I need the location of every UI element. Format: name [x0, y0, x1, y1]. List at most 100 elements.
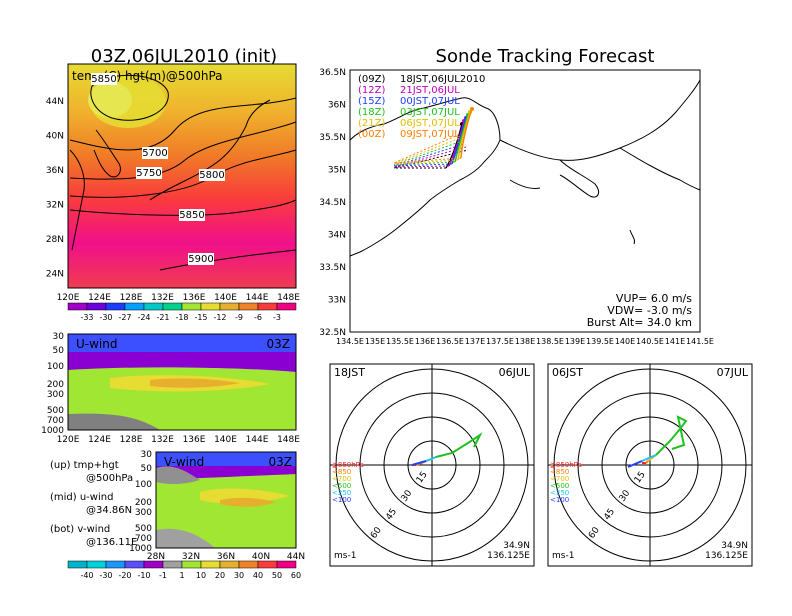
- colorbar-label: -24: [137, 313, 150, 322]
- colorbar-swatch: [200, 560, 221, 569]
- lon-tick-label: 124E: [88, 435, 111, 445]
- lon-tick-label: 135.5E: [386, 337, 414, 346]
- hodo-segment: [425, 456, 437, 462]
- launch-time: 03JST,07JUL: [400, 107, 460, 118]
- colorbar-swatch: [143, 560, 164, 569]
- colorbar-label: -3: [273, 313, 281, 322]
- track-lat-ticks: 36.5N 36N 35.5N 35N 34.5N 34N 33.5N 33N 32.5N: [319, 68, 346, 338]
- wind-colorbar: -40 -30 -20 -10 -1 1 10 20 30 40 50 60: [67, 560, 301, 580]
- temp-contour-labels: 5850 5700 5750 5800 5850 5900: [91, 73, 225, 265]
- contour-5900: [159, 249, 297, 271]
- colorbar-swatch: [276, 560, 297, 569]
- lat-tick-label: 32.5N: [319, 328, 346, 338]
- lon-tick-label: 137E: [465, 337, 485, 346]
- colorbar-swatch: [219, 560, 240, 569]
- colorbar-label: -1: [159, 571, 167, 580]
- colorbar-label: -30: [99, 313, 112, 322]
- lon-tick-label: 148E: [277, 293, 300, 303]
- lat-tick-label: 35.5N: [319, 133, 346, 143]
- contour-label: 5900: [188, 254, 213, 265]
- uwind-frame: [67, 333, 297, 431]
- colorbar-swatch: [124, 302, 145, 311]
- lat-tick-label: 32N: [46, 201, 64, 211]
- track-ascent-line: [448, 120, 465, 167]
- pressure-tick-label: 50: [53, 346, 65, 356]
- track-map-frame: [349, 69, 701, 333]
- temp-lon-ticks: 120E 124E 128E 132E 136E 140E 144E 148E: [57, 293, 301, 303]
- track-legend: (09Z) 18JST,06JUL2010 (12Z) 21JST,06JUL (15Z…: [358, 74, 485, 140]
- hodo-lat: 34.9N: [721, 541, 748, 551]
- hodo-level-label: <700: [550, 475, 569, 483]
- contour-label: 5850: [91, 74, 116, 85]
- lon-tick-label: 120E: [57, 293, 80, 303]
- pressure-tick-label: 50: [141, 464, 153, 474]
- lon-tick-label: 148E: [277, 435, 300, 445]
- launch-time: 09JST,07JUL: [400, 129, 460, 140]
- colorbar-label: 60: [291, 571, 301, 580]
- lon-tick-label: 136E: [415, 337, 435, 346]
- track-descent-line: [393, 149, 469, 169]
- hodo-level-label: <250: [332, 489, 351, 497]
- colorbar-label: -30: [99, 571, 112, 580]
- vup-text: VUP= 6.0 m/s: [616, 292, 692, 305]
- uwind-time: 03Z: [267, 337, 291, 351]
- vwind-orange: [220, 497, 276, 507]
- hodo-level-label: <700: [332, 475, 351, 483]
- track-ascent-line: [460, 108, 473, 159]
- colorbar-swatch: [257, 560, 278, 569]
- contour-label: 5750: [136, 168, 161, 179]
- colorbar-swatch: [105, 302, 126, 311]
- lat-tick-label: 28N: [46, 235, 64, 245]
- pressure-tick-label: 30: [141, 450, 153, 460]
- legend-note-line2: @34.86N: [86, 505, 132, 516]
- colorbar-label: -9: [235, 313, 243, 322]
- izu-coast: [559, 159, 600, 198]
- colorbar-label: -21: [156, 313, 169, 322]
- colorbar-swatch: [67, 302, 88, 311]
- pressure-tick-label: 200: [135, 498, 152, 508]
- pressure-tick-label: 100: [135, 480, 152, 490]
- launch-time: 06JST,07JUL: [400, 118, 460, 129]
- hodo-level-label: <500: [550, 482, 569, 490]
- contour-5700: [69, 97, 297, 151]
- hodo-segment: [435, 432, 483, 458]
- colorbar-label: 40: [253, 571, 263, 580]
- lon-tick-label: 136E: [183, 435, 206, 445]
- colorbar-swatch: [86, 302, 107, 311]
- hodo-segment: [641, 454, 657, 462]
- left-title: 03Z,06JUL2010 (init): [91, 46, 277, 67]
- track-map-panel: 36.5N 36N 35.5N 35N 34.5N 34N 33.5N 33N 32.5N 13…: [319, 68, 714, 346]
- launch-time: 00JST,07JUL: [400, 96, 460, 107]
- vwind-label: V-wind: [164, 455, 204, 469]
- colorbar-label: -20: [118, 571, 131, 580]
- launch-init: (21Z): [358, 118, 385, 129]
- hodo-time: 06JST: [552, 366, 583, 379]
- pressure-tick-label: 500: [135, 524, 152, 534]
- hodo-level-label: <850: [550, 468, 569, 476]
- contour-5750: [69, 121, 297, 180]
- hodo-level-label: <100: [550, 496, 569, 504]
- vwind-time: 03Z: [269, 455, 293, 469]
- hodo-segment: [655, 415, 688, 456]
- hodo-segment: [645, 460, 649, 464]
- launch-init: (18Z): [358, 107, 385, 118]
- launch-init: (12Z): [358, 85, 385, 96]
- launch-init: (15Z): [358, 96, 385, 107]
- burst-text: Burst Alt= 34.0 km: [587, 316, 692, 329]
- hodo-unit: ms-1: [334, 551, 356, 561]
- colorbar-label: -27: [118, 313, 131, 322]
- pressure-tick-label: 30: [53, 332, 65, 342]
- lon-tick-label: 137.5E: [486, 337, 514, 346]
- colorbar-label: -6: [254, 313, 262, 322]
- legend-note-line1: (mid) u-wind: [50, 492, 113, 503]
- legend-note-line1: (up) tmp+hgt: [50, 460, 119, 471]
- lat-tick-label: 33N: [328, 296, 346, 306]
- contour-5580: [90, 74, 169, 121]
- lat-tick-label: 32N: [182, 552, 200, 562]
